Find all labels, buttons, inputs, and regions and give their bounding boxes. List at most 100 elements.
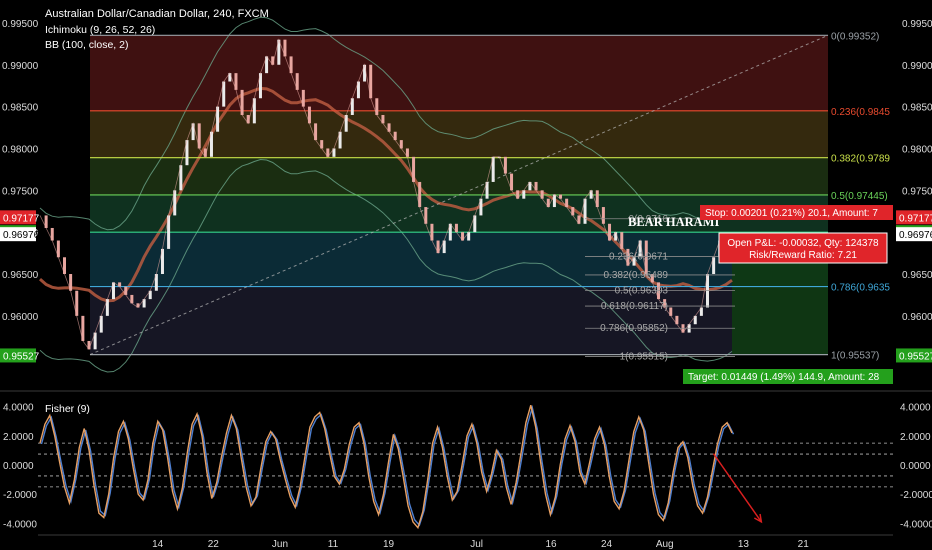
price-candle	[277, 39, 281, 65]
price-candle	[228, 73, 232, 82]
price-candle	[528, 181, 532, 191]
fisher-tick-left: 2.0000	[3, 432, 34, 443]
price-candle	[412, 156, 416, 182]
y-tick-right: 0.98500	[902, 103, 932, 114]
price-candle	[326, 148, 330, 157]
x-tick-label: 24	[601, 539, 613, 550]
price-candle	[185, 140, 189, 166]
risk-reward-text: Risk/Reward Ratio: 7.21	[749, 250, 857, 261]
price-candle	[522, 190, 526, 199]
price-candle	[75, 290, 79, 316]
price-candle	[314, 123, 318, 141]
price-badge-right	[896, 348, 932, 363]
bb-basis	[39, 86, 733, 303]
price-candle	[105, 299, 109, 316]
stop-box: Stop: 0.00201 (0.21%) 20.1, Amount: 7	[700, 205, 893, 220]
price-candle	[265, 56, 269, 74]
price-candle	[534, 181, 538, 191]
fisher-panel-bg	[38, 395, 893, 535]
price-badge-left	[0, 348, 36, 363]
price-badge-right	[896, 227, 932, 242]
price-candle	[381, 114, 385, 124]
down-arrow-shaft	[712, 453, 762, 523]
price-badge-left-text: 0.95527	[3, 351, 40, 362]
price-candle	[473, 215, 477, 233]
price-candle	[430, 223, 434, 241]
x-tick-label: 22	[208, 539, 220, 550]
fib-level-label: 0.236(0.9845	[831, 107, 890, 118]
inner-fib-label: 0.618(0.96117)	[601, 301, 668, 312]
price-badge-right-text: 0.95527	[899, 351, 932, 362]
fib-level-label: 0.5(0.97445)	[831, 191, 888, 202]
price-candle	[510, 173, 514, 191]
y-tick-left: 0.97500	[2, 186, 39, 197]
fib-level-label: 0(0.99352)	[831, 31, 879, 42]
fisher-tick-left: 4.0000	[3, 403, 34, 414]
price-candle	[344, 114, 348, 132]
x-tick-label: 14	[152, 539, 164, 550]
inner-fib-label: 0.786(0.95852)	[600, 323, 668, 334]
price-candle	[583, 198, 587, 224]
ichimoku-label: Ichimoku (9, 26, 52, 26)	[45, 24, 155, 36]
y-tick-left: 0.98500	[2, 103, 39, 114]
price-candle	[601, 207, 605, 224]
stop-text: Stop: 0.00201 (0.21%) 20.1, Amount: 7	[705, 208, 878, 219]
fib-level-label: 0.382(0.9789	[831, 154, 890, 165]
price-candle	[69, 274, 73, 291]
fisher-tick-left: 0.0000	[3, 461, 34, 472]
x-tick-label: Aug	[656, 539, 674, 550]
price-candle	[436, 240, 440, 254]
price-candle	[62, 257, 66, 275]
fib-lines: 0(0.99352) 0.236(0.9845 0.382(0.9789 0.5(0.…	[89, 31, 890, 362]
bb-label: BB (100, close, 2)	[45, 39, 128, 51]
price-candle	[461, 232, 465, 241]
price-candle	[93, 332, 97, 350]
fisher-series	[38, 404, 893, 530]
price-candle	[589, 190, 593, 199]
y-tick-left: 0.99500	[2, 19, 39, 30]
price-candle	[246, 114, 250, 124]
price-candle	[87, 340, 91, 350]
price-candle	[320, 140, 324, 149]
y-tick-right: 0.99000	[902, 61, 932, 72]
fib-zones	[90, 35, 828, 355]
price-candle	[608, 223, 612, 241]
x-tick-label: 13	[738, 539, 750, 550]
target-text: Target: 0.01449 (1.49%) 144.9, Amount: 2…	[688, 372, 880, 383]
bear-harami-label: BEAR HARAMI	[628, 215, 719, 229]
price-candle	[571, 207, 575, 216]
price-candle	[559, 194, 563, 199]
price-candle	[614, 232, 618, 241]
x-tick-label: 21	[798, 539, 810, 550]
price-candle	[491, 156, 495, 182]
x-tick-label: Jul	[470, 539, 483, 550]
price-candle	[197, 123, 201, 149]
price-candle	[363, 64, 367, 82]
price-candle	[179, 165, 183, 191]
price-candle	[405, 148, 409, 157]
price-candle	[644, 240, 648, 275]
price-candle	[595, 190, 599, 208]
fib-zone	[90, 286, 828, 355]
x-tick-label: Jun	[272, 539, 288, 550]
price-candle	[154, 274, 158, 291]
fisher-label: Fisher (9)	[45, 403, 90, 415]
price-candle	[173, 190, 177, 216]
fisher-tick-right: 2.0000	[900, 432, 931, 443]
price-candle	[552, 194, 556, 208]
price-candle	[191, 123, 195, 141]
fisher-trigger-line	[40, 404, 735, 527]
fib-trend-line	[89, 34, 829, 356]
price-candle	[258, 73, 262, 99]
y-tick-left: 0.96500	[2, 270, 39, 281]
price-candle	[387, 123, 391, 132]
price-badge-right-text: 0.96976	[899, 230, 932, 241]
inner-fib: 0(0.9716 0.236(0.9671 0.382(0.96489 0.5(0.9…	[585, 214, 735, 362]
price-candle	[148, 290, 152, 300]
price-candle	[142, 299, 146, 308]
bb-upper	[39, 16, 733, 231]
fisher-tick-right: 4.0000	[900, 403, 931, 414]
fisher-tick-right: -2.0000	[900, 490, 932, 501]
